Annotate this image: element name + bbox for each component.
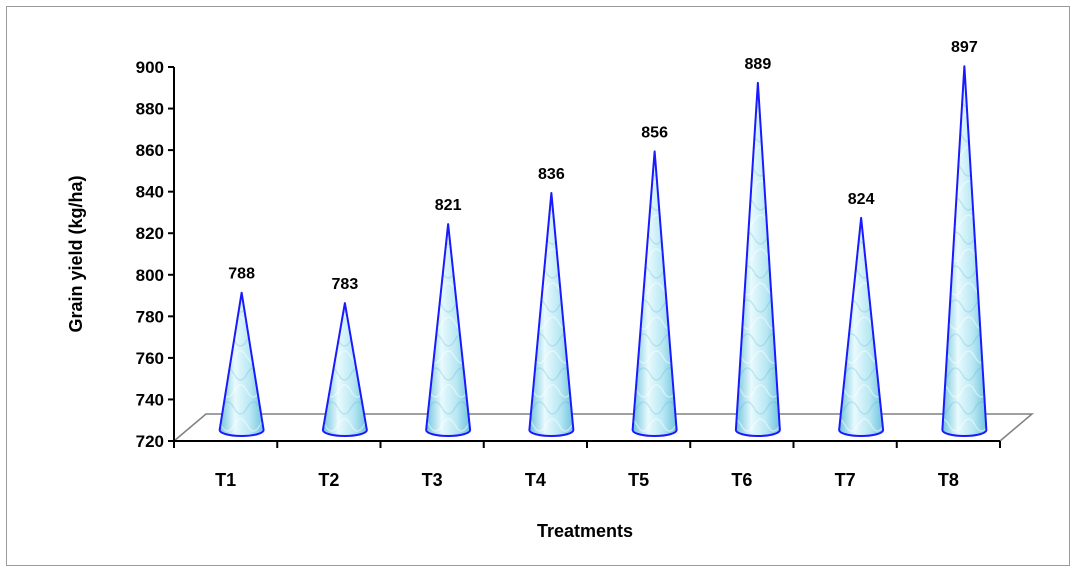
- y-tick-label: 880: [136, 100, 164, 119]
- x-tick-label-T6: T6: [731, 470, 752, 490]
- data-label-T7: 824: [848, 191, 875, 208]
- cone-bar-T8: [941, 65, 988, 437]
- x-tick-label-T5: T5: [628, 470, 649, 490]
- y-tick-label: 740: [136, 390, 164, 409]
- x-tick-label-T3: T3: [422, 470, 443, 490]
- x-tick-label-T1: T1: [215, 470, 236, 490]
- y-tick-label: 780: [136, 307, 164, 326]
- data-label-T8: 897: [951, 39, 978, 56]
- x-tick-label-T4: T4: [525, 470, 546, 490]
- data-label-T3: 821: [435, 197, 462, 214]
- y-tick-label: 800: [136, 266, 164, 285]
- chart-frame: [6, 6, 1070, 566]
- cone-bar-T5: [631, 150, 678, 437]
- floor-plane: [173, 413, 1035, 442]
- y-tick-label: 820: [136, 224, 164, 243]
- y-axis-title: Grain yield (kg/ha): [66, 175, 86, 332]
- cone-bar-T1: [218, 291, 265, 437]
- cone-bar-T2: [321, 302, 368, 437]
- x-tick-label-T8: T8: [938, 470, 959, 490]
- data-label-T2: 783: [332, 276, 359, 293]
- data-label-T4: 836: [538, 166, 565, 183]
- data-label-T6: 889: [745, 56, 772, 73]
- y-tick-label: 760: [136, 349, 164, 368]
- data-label-T5: 856: [641, 124, 668, 141]
- x-tick-label-T7: T7: [835, 470, 856, 490]
- cone-bar-T6: [734, 81, 781, 437]
- y-tick-label: 720: [136, 432, 164, 451]
- x-tick-label-T2: T2: [318, 470, 339, 490]
- data-label-T1: 788: [228, 266, 255, 283]
- cone-bar-T7: [838, 216, 885, 437]
- y-tick-label: 840: [136, 183, 164, 202]
- cone-bar-T3: [425, 223, 472, 437]
- cone-bar-T4: [528, 191, 575, 437]
- x-axis-title: Treatments: [537, 521, 633, 541]
- y-tick-label: 900: [136, 58, 164, 77]
- y-tick-label: 860: [136, 141, 164, 160]
